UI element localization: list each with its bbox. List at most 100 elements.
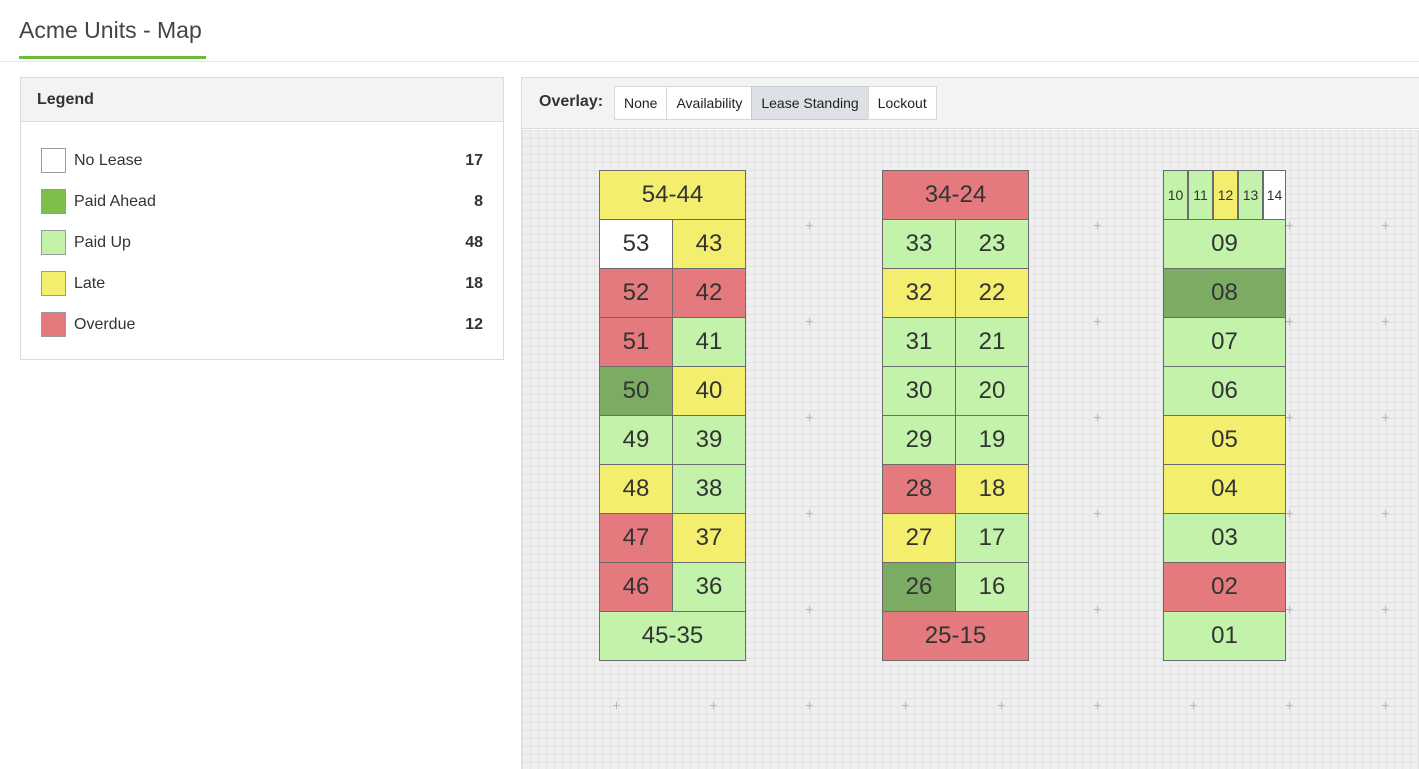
grid-marker (998, 702, 1005, 709)
unit-25-15[interactable]: 25-15 (882, 611, 1029, 661)
overlay-label: Overlay: (539, 93, 604, 110)
grid-marker (1382, 414, 1389, 421)
grid-marker (1286, 510, 1293, 517)
grid-marker (1382, 510, 1389, 517)
legend-item-paid-ahead: Paid Ahead 8 (41, 189, 483, 215)
grid-marker (1286, 606, 1293, 613)
grid-marker (1190, 702, 1197, 709)
unit-45-35[interactable]: 45-35 (599, 611, 746, 661)
unit-18[interactable]: 18 (955, 464, 1029, 514)
unit-11[interactable]: 11 (1188, 170, 1213, 220)
legend-panel: Legend No Lease 17 Paid Ahead 8 Paid Up … (20, 77, 504, 360)
unit-13[interactable]: 13 (1238, 170, 1263, 220)
legend-count: 17 (465, 152, 483, 169)
unit-28[interactable]: 28 (882, 464, 956, 514)
unit-53[interactable]: 53 (599, 219, 673, 269)
unit-40[interactable]: 40 (672, 366, 746, 416)
unit-26[interactable]: 26 (882, 562, 956, 612)
unit-38[interactable]: 38 (672, 464, 746, 514)
grid-marker (806, 318, 813, 325)
unit-39[interactable]: 39 (672, 415, 746, 465)
unit-05[interactable]: 05 (1163, 415, 1286, 465)
unit-07[interactable]: 07 (1163, 317, 1286, 367)
unit-29[interactable]: 29 (882, 415, 956, 465)
unit-16[interactable]: 16 (955, 562, 1029, 612)
unit-52[interactable]: 52 (599, 268, 673, 318)
legend-label: Overdue (74, 316, 136, 333)
legend-label: Paid Ahead (74, 193, 156, 210)
unit-21[interactable]: 21 (955, 317, 1029, 367)
overlay-button-group: None Availability Lease Standing Lockout (614, 86, 937, 120)
grid-marker (1286, 702, 1293, 709)
unit-30[interactable]: 30 (882, 366, 956, 416)
grid-marker (1286, 414, 1293, 421)
unit-41[interactable]: 41 (672, 317, 746, 367)
unit-51[interactable]: 51 (599, 317, 673, 367)
unit-48[interactable]: 48 (599, 464, 673, 514)
unit-04[interactable]: 04 (1163, 464, 1286, 514)
unit-19[interactable]: 19 (955, 415, 1029, 465)
legend-label: Late (74, 275, 106, 292)
unit-12[interactable]: 12 (1213, 170, 1238, 220)
no-lease-swatch (41, 148, 66, 173)
unit-06[interactable]: 06 (1163, 366, 1286, 416)
unit-46[interactable]: 46 (599, 562, 673, 612)
unit-27[interactable]: 27 (882, 513, 956, 563)
unit-22[interactable]: 22 (955, 268, 1029, 318)
unit-50[interactable]: 50 (599, 366, 673, 416)
legend-title: Legend (21, 78, 503, 122)
late-swatch (41, 271, 66, 296)
unit-01[interactable]: 01 (1163, 611, 1286, 661)
unit-map-canvas[interactable]: 54-44 53 43 52 42 51 41 50 40 49 39 48 38 47 37 46 36 45-… (522, 130, 1419, 769)
unit-14[interactable]: 14 (1263, 170, 1286, 220)
page-header: Acme Units - Map (0, 0, 1419, 62)
map-panel: Overlay: None Availability Lease Standin… (521, 77, 1419, 769)
unit-20[interactable]: 20 (955, 366, 1029, 416)
grid-marker (1094, 702, 1101, 709)
unit-33[interactable]: 33 (882, 219, 956, 269)
overlay-availability-button[interactable]: Availability (666, 86, 753, 120)
unit-31[interactable]: 31 (882, 317, 956, 367)
grid-marker (1094, 414, 1101, 421)
unit-32[interactable]: 32 (882, 268, 956, 318)
unit-42[interactable]: 42 (672, 268, 746, 318)
unit-36[interactable]: 36 (672, 562, 746, 612)
grid-marker (1094, 222, 1101, 229)
unit-34-24[interactable]: 34-24 (882, 170, 1029, 220)
paid-ahead-swatch (41, 189, 66, 214)
grid-marker (1382, 318, 1389, 325)
unit-23[interactable]: 23 (955, 219, 1029, 269)
grid-marker (902, 702, 909, 709)
unit-08[interactable]: 08 (1163, 268, 1286, 318)
legend-label: Paid Up (74, 234, 131, 251)
unit-54-44[interactable]: 54-44 (599, 170, 746, 220)
legend-count: 48 (465, 234, 483, 251)
grid-marker (613, 702, 620, 709)
legend-count: 8 (474, 193, 483, 210)
unit-47[interactable]: 47 (599, 513, 673, 563)
overdue-swatch (41, 312, 66, 337)
overlay-toolbar: Overlay: None Availability Lease Standin… (522, 78, 1419, 129)
legend-item-late: Late 18 (41, 271, 483, 297)
unit-03[interactable]: 03 (1163, 513, 1286, 563)
unit-10[interactable]: 10 (1163, 170, 1188, 220)
overlay-lockout-button[interactable]: Lockout (867, 86, 937, 120)
unit-02[interactable]: 02 (1163, 562, 1286, 612)
grid-marker (806, 702, 813, 709)
legend-count: 18 (465, 275, 483, 292)
unit-09[interactable]: 09 (1163, 219, 1286, 269)
grid-marker (1094, 510, 1101, 517)
unit-49[interactable]: 49 (599, 415, 673, 465)
overlay-lease-standing-button[interactable]: Lease Standing (751, 86, 869, 120)
unit-17[interactable]: 17 (955, 513, 1029, 563)
grid-marker (1286, 318, 1293, 325)
unit-37[interactable]: 37 (672, 513, 746, 563)
grid-marker (806, 606, 813, 613)
unit-43[interactable]: 43 (672, 219, 746, 269)
grid-marker (806, 222, 813, 229)
grid-marker (806, 510, 813, 517)
grid-marker (1286, 222, 1293, 229)
grid-marker (1094, 318, 1101, 325)
overlay-none-button[interactable]: None (614, 86, 668, 120)
grid-marker (1094, 606, 1101, 613)
